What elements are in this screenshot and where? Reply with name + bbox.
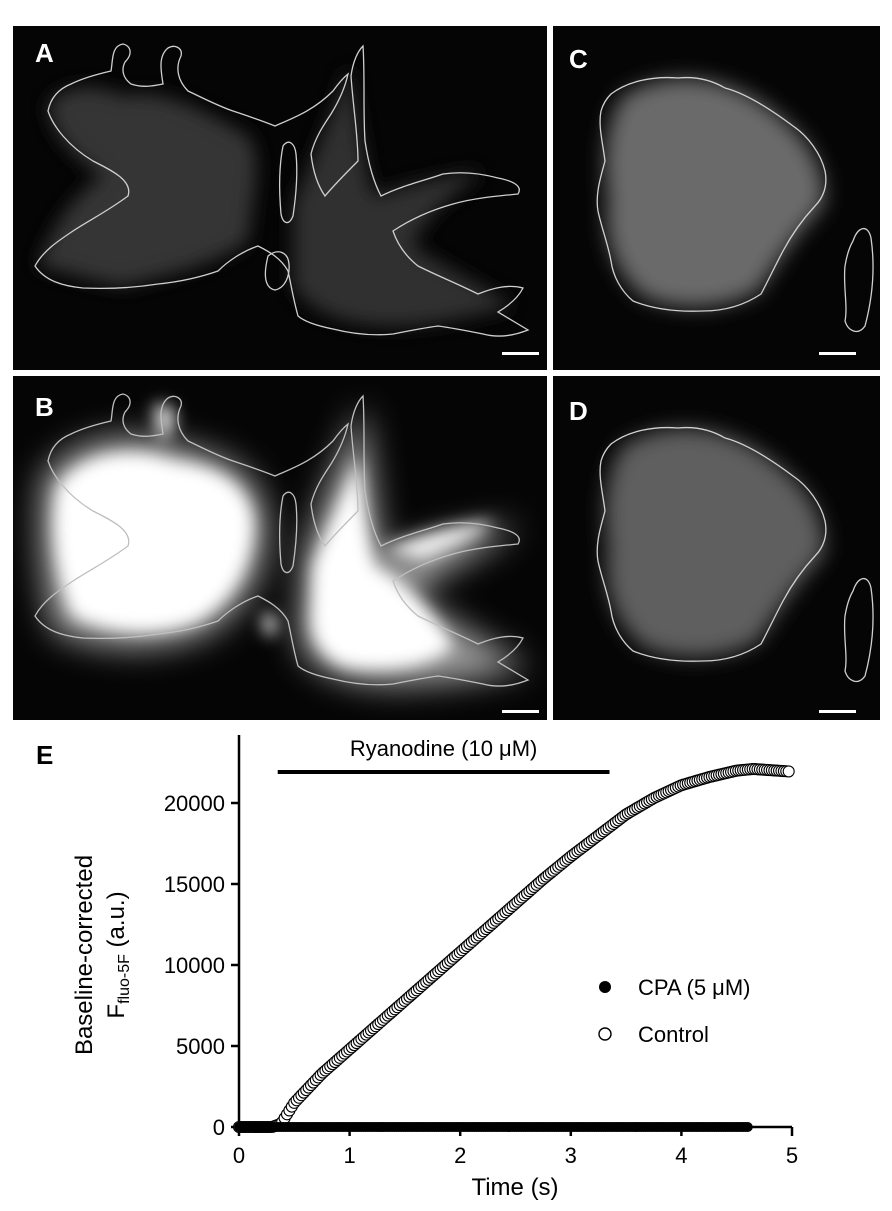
scale-bar — [819, 352, 856, 355]
cell-image-a — [34, 43, 530, 337]
cell-image-d — [596, 426, 874, 683]
cell-image-b — [34, 393, 530, 687]
series-control — [232, 762, 795, 1134]
legend-label-control: Control — [638, 1022, 709, 1047]
panel-label-d: D — [569, 396, 588, 426]
y-tick-label: 20000 — [164, 791, 225, 816]
micrograph-panel-c: C — [553, 26, 880, 370]
fluorescence-chart: Baseline-corrected Ffluo-5F (a.u.) 0 5000… — [71, 735, 798, 1201]
svg-text:Baseline-corrected: Baseline-corrected — [71, 855, 98, 1055]
scale-bar — [502, 352, 539, 355]
legend-marker-cpa — [599, 981, 611, 993]
x-axis-label: Time (s) — [471, 1174, 558, 1201]
scale-bar — [819, 710, 856, 713]
panel-label-e: E — [36, 740, 54, 770]
legend-marker-control — [598, 1027, 612, 1041]
data-point-cpa — [742, 1122, 753, 1132]
panel-label-a: A — [35, 38, 54, 68]
y-axis-label: Baseline-corrected Ffluo-5F (a.u.) — [71, 855, 133, 1055]
y-axis-label-symbol: F — [103, 1004, 130, 1019]
ryanodine-label: Ryanodine (10 μM) — [350, 736, 538, 761]
y-axis-label-unit: (a.u.) — [103, 891, 130, 954]
x-tick-label: 2 — [454, 1143, 466, 1168]
x-tick-label: 5 — [786, 1143, 798, 1168]
legend: CPA (5 μM) Control — [598, 975, 751, 1047]
y-axis-label-line1: Baseline-corrected — [71, 855, 98, 1055]
y-axis-label-subscript: fluo-5F — [116, 954, 133, 1004]
x-tick-label: 1 — [343, 1143, 355, 1168]
ryanodine-annotation: Ryanodine (10 μM) — [277, 736, 610, 774]
y-tick-label: 5000 — [176, 1034, 225, 1059]
x-ticks: 0 1 2 3 4 5 — [233, 1127, 798, 1168]
micrograph-panel-b: B — [13, 376, 547, 720]
data-point-control — [782, 765, 795, 778]
x-tick-label: 3 — [565, 1143, 577, 1168]
series-cpa — [234, 1122, 753, 1132]
scale-bar — [502, 710, 539, 713]
legend-label-cpa: CPA (5 μM) — [638, 975, 751, 1000]
micrograph-panel-a: A — [13, 26, 547, 370]
x-tick-label: 0 — [233, 1143, 245, 1168]
y-tick-label: 15000 — [164, 872, 225, 897]
svg-text:Ffluo-5F (a.u.): Ffluo-5F (a.u.) — [103, 891, 133, 1018]
panel-label-c: C — [569, 44, 588, 74]
y-ticks: 0 5000 10000 15000 20000 — [164, 791, 239, 1140]
y-tick-label: 0 — [213, 1115, 225, 1140]
panel-label-b: B — [35, 392, 54, 422]
cell-image-c — [596, 76, 874, 333]
micrograph-panel-d: D — [553, 376, 880, 720]
y-tick-label: 10000 — [164, 953, 225, 978]
x-tick-label: 4 — [675, 1143, 687, 1168]
